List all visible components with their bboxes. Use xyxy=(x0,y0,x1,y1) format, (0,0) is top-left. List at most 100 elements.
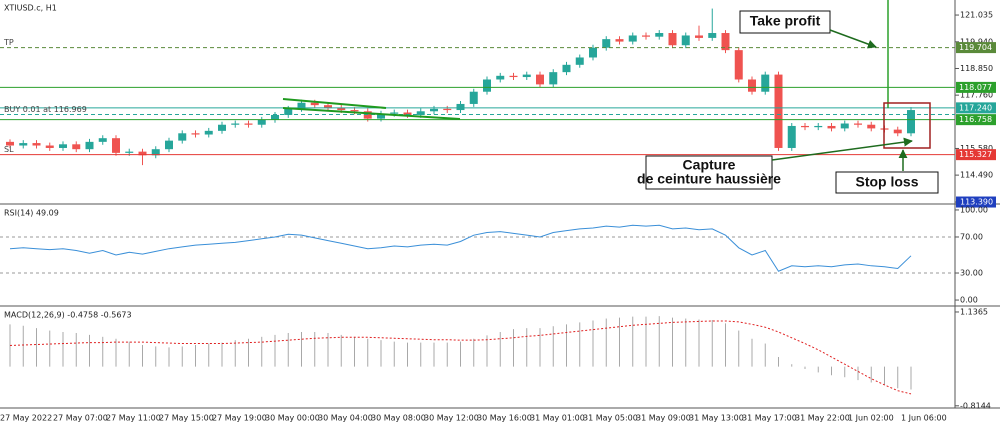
level-label: SL xyxy=(4,145,14,154)
candle-body xyxy=(165,140,173,150)
candle-body xyxy=(748,79,756,92)
y-tick-label: 70.00 xyxy=(960,232,983,241)
candle-body xyxy=(85,141,94,150)
x-tick-label: 27 May 2022 xyxy=(0,414,52,423)
y-tick-label: 113.390 xyxy=(960,198,993,207)
level-value: 119.704 xyxy=(959,43,992,52)
candle-body xyxy=(430,108,438,112)
x-tick-label: 31 May 17:00 xyxy=(742,414,797,423)
y-tick-label: 117.760 xyxy=(960,91,993,100)
panel-title: RSI(14) 49.09 xyxy=(4,209,59,218)
level-label: TP xyxy=(3,38,14,47)
annotation: Capture xyxy=(683,157,736,173)
candle-body xyxy=(231,123,240,125)
candle-body xyxy=(562,64,571,73)
level-box xyxy=(956,42,996,54)
candle-body xyxy=(456,103,465,111)
candle-body xyxy=(907,110,915,134)
candle-body xyxy=(443,108,452,111)
x-tick-label: 31 May 09:00 xyxy=(636,414,691,423)
panel-title: MACD(12,26,9) -0.4758 -0.5673 xyxy=(4,311,132,320)
candle-body xyxy=(695,35,703,38)
x-tick-label: 27 May 19:00 xyxy=(212,414,267,423)
y-tick-label: 114.490 xyxy=(960,171,993,180)
candle-body xyxy=(761,74,770,92)
candle-body xyxy=(151,149,160,156)
candle-body xyxy=(681,35,690,46)
candle-body xyxy=(814,125,823,128)
y-tick-label: 118.850 xyxy=(960,64,993,73)
candle-body xyxy=(628,35,637,42)
candle-body xyxy=(138,151,147,156)
candle-body xyxy=(337,107,346,111)
candle-body xyxy=(469,91,478,104)
candle-body xyxy=(668,33,677,46)
candle-body xyxy=(801,125,809,128)
x-tick-label: 30 May 08:00 xyxy=(371,414,426,423)
level-label: BUY 0.01 at 116.969 xyxy=(4,105,87,114)
candle-body xyxy=(536,74,544,85)
candle-body xyxy=(854,123,862,125)
annotation-box xyxy=(835,171,939,194)
x-tick-label: 27 May 07:00 xyxy=(53,414,108,423)
candle-body xyxy=(72,144,81,150)
x-tick-label: 31 May 13:00 xyxy=(689,414,744,423)
annotations: Take profit Capture de ceinture haussièr… xyxy=(282,0,939,194)
candle-body xyxy=(602,39,611,48)
candle-body xyxy=(509,75,518,78)
level-box xyxy=(956,114,996,126)
candle-body xyxy=(642,35,650,37)
arrow xyxy=(829,29,877,49)
candle-body xyxy=(416,111,425,115)
candle-body xyxy=(575,57,584,65)
candle-body xyxy=(284,108,293,115)
candle-body xyxy=(522,74,531,78)
level-box xyxy=(956,149,996,161)
level-value: 117.240 xyxy=(959,103,992,112)
x-tick-label: 27 May 15:00 xyxy=(159,414,214,423)
candle-body xyxy=(350,110,359,112)
y-tick-label: 1.1365 xyxy=(960,307,988,316)
candle-body xyxy=(774,74,783,148)
y-tick-label: 100.00 xyxy=(960,205,988,214)
candle-body xyxy=(840,123,849,129)
candle-body xyxy=(297,102,306,109)
x-tick-label: 30 May 12:00 xyxy=(424,414,479,423)
candle-body xyxy=(218,124,226,131)
candle-body xyxy=(483,79,491,92)
x-tick-label: 27 May 11:00 xyxy=(106,414,161,423)
level-box xyxy=(956,102,996,114)
y-tick-label: 119.940 xyxy=(960,37,993,46)
tick-box xyxy=(956,196,996,208)
y-tick-label: 30.00 xyxy=(960,269,983,278)
candle-body xyxy=(403,112,412,115)
level-value: 115.327 xyxy=(959,150,992,159)
level-value: 118.077 xyxy=(959,83,992,92)
arrow xyxy=(771,137,913,161)
level-box xyxy=(956,81,996,93)
candle-body xyxy=(589,47,597,58)
candle-body xyxy=(377,113,385,119)
candle-body xyxy=(45,145,54,148)
annotation-box xyxy=(645,155,773,190)
candle-body xyxy=(615,39,624,42)
y-tick-label: -0.8144 xyxy=(960,401,991,410)
candle-body xyxy=(191,133,200,135)
annotation: Take profit xyxy=(750,13,821,29)
y-tick-label: 0.00 xyxy=(960,296,978,305)
x-tick-label: 31 May 22:00 xyxy=(795,414,850,423)
x-tick-label: 31 May 05:00 xyxy=(583,414,638,423)
candle-body xyxy=(390,112,399,114)
x-tick-label: 1 Jun 02:00 xyxy=(848,414,894,423)
candle-body xyxy=(6,141,14,146)
annotation: de ceinture haussière xyxy=(637,171,781,187)
panel-title: XTIUSD.c, H1 xyxy=(4,4,57,13)
annotation-box xyxy=(739,10,831,34)
trend-line xyxy=(282,98,387,109)
candle-body xyxy=(98,138,107,142)
y-tick-label: 115.580 xyxy=(960,144,993,153)
candle-body xyxy=(655,33,664,37)
x-tick-label: 30 May 16:00 xyxy=(477,414,532,423)
